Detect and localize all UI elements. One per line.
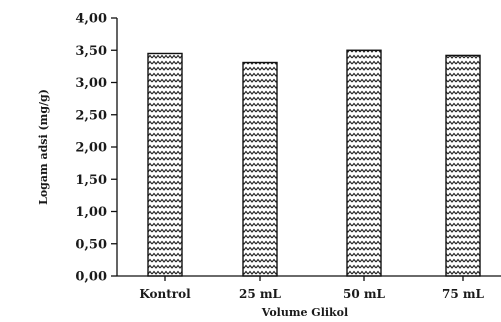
y-tick-label: 3,50 [75, 44, 107, 59]
x-category-label: 25 mL [239, 287, 282, 301]
bar-kontrol [147, 52, 183, 277]
x-category-label: 75 mL [442, 287, 485, 301]
bar-25-ml [242, 61, 278, 277]
bar-50-ml [346, 49, 382, 277]
y-tick-label: 0,00 [75, 270, 107, 285]
y-tick-label: 0,50 [75, 237, 107, 252]
y-tick-label: 1,50 [75, 173, 107, 188]
x-category-label: 50 mL [343, 287, 386, 301]
y-tick-label: 1,00 [75, 205, 107, 220]
y-tick-label: 2,00 [75, 141, 107, 156]
y-tick-label: 2,50 [75, 108, 107, 123]
y-axis-ticks: 0,00 0,50 1,00 1,50 2,00 2,50 3,00 3,50 4,00 [75, 12, 117, 285]
bar-75-ml [445, 54, 481, 277]
y-axis-title: Logam adsi (mg/g) [37, 89, 50, 205]
x-axis-title: Volume Glikol [261, 306, 348, 319]
bars [147, 49, 481, 277]
y-tick-label: 4,00 [75, 12, 107, 27]
x-category-label: Kontrol [139, 287, 191, 301]
y-tick-label: 3,00 [75, 76, 107, 91]
x-axis-categories: Kontrol 25 mL 50 mL 75 mL [139, 276, 485, 301]
